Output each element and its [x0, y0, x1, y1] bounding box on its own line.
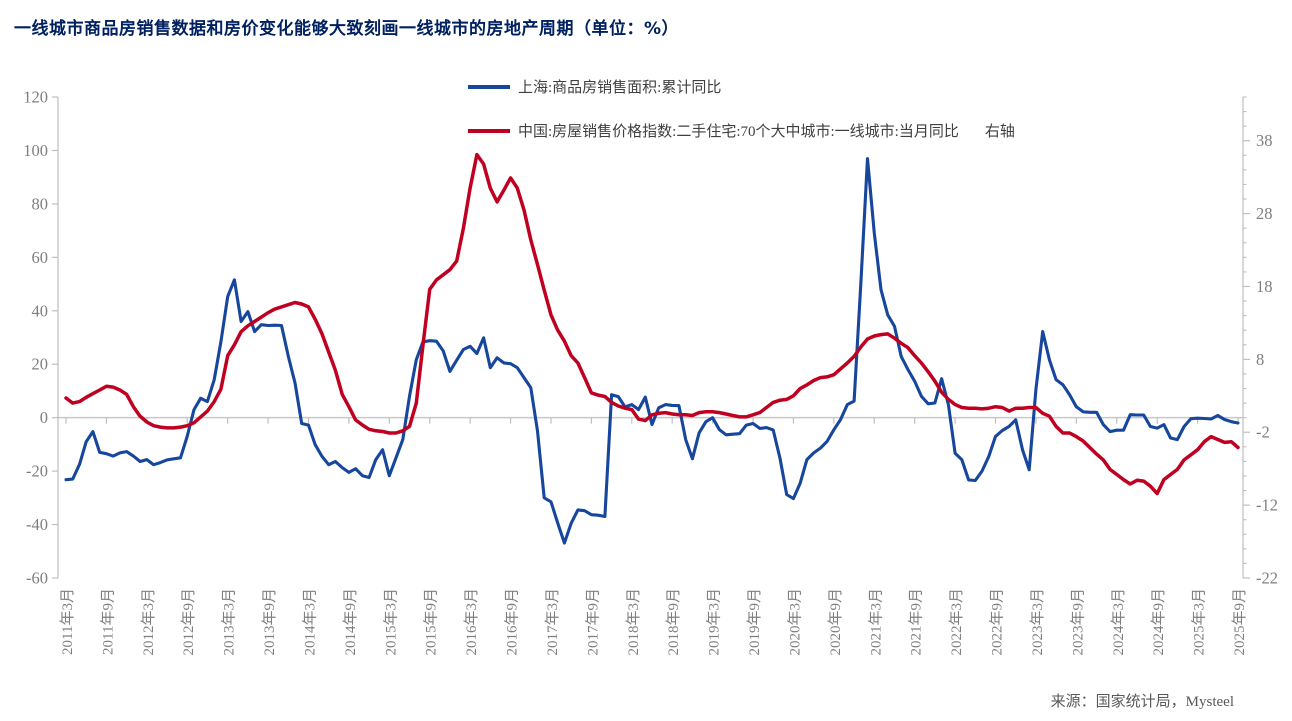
chart-title: 一线城市商品房销售数据和房价变化能够大致刻画一线城市的房地产周期（单位：%）	[14, 19, 680, 39]
x-axis-label: 2023年3月	[1029, 588, 1046, 656]
right-axis-label: 38	[1256, 131, 1273, 150]
x-axis-label: 2016年3月	[463, 588, 480, 656]
x-axis-label: 2020年3月	[786, 588, 803, 656]
series-line-shanghai-sales-area	[64, 157, 1240, 545]
legend-item-price-index: 中国:房屋销售价格指数:二手住宅:70个大中城市:一线城市:当月同比 右轴	[468, 120, 1015, 141]
left-axis-label: 120	[23, 88, 48, 107]
legend-label-shanghai-sales: 上海:商品房销售面积:累计同比	[518, 80, 722, 96]
right-axis-label: -22	[1256, 569, 1278, 588]
x-axis-label: 2011年3月	[59, 588, 76, 655]
left-axis-label: 0	[40, 408, 48, 427]
x-axis-label: 2020年9月	[827, 588, 844, 656]
left-axis-label: -40	[26, 515, 48, 534]
x-axis-label: 2013年3月	[221, 588, 238, 656]
right-axis-label: -12	[1256, 496, 1278, 515]
x-axis-label: 2012年3月	[140, 588, 157, 656]
x-axis-label: 2021年3月	[867, 588, 884, 656]
x-axis-label: 2019年9月	[746, 588, 763, 656]
right-axis-label: -2	[1256, 423, 1270, 442]
x-axis-label: 2018年9月	[665, 588, 682, 656]
series-line-first-tier-secondhand-price-index	[64, 152, 1240, 496]
left-axis-label: 80	[32, 194, 49, 213]
x-axis-label: 2021年9月	[908, 588, 925, 656]
source-note: 来源：国家统计局，Mysteel	[1050, 694, 1234, 710]
legend-item-shanghai-sales: 上海:商品房销售面积:累计同比	[468, 76, 721, 97]
x-axis-label: 2012年9月	[180, 588, 197, 656]
left-axis-label: 40	[32, 301, 49, 320]
x-axis-label: 2022年9月	[989, 588, 1006, 656]
legend-line-swatch-red	[468, 128, 510, 133]
x-axis-label: 2023年9月	[1069, 588, 1086, 656]
left-axis-label: 20	[32, 355, 49, 374]
legend-line-swatch-blue	[468, 84, 510, 89]
right-axis-label: 28	[1256, 204, 1273, 223]
x-axis-label: 2011年9月	[99, 588, 116, 655]
x-axis-label: 2022年3月	[948, 588, 965, 656]
left-axis-label: 60	[32, 248, 49, 267]
x-axis-label: 2024年3月	[1110, 588, 1127, 656]
left-axis-label: -20	[26, 462, 48, 481]
x-axis-label: 2013年9月	[261, 588, 278, 656]
x-axis-label: 2024年9月	[1150, 588, 1167, 656]
x-axis-label: 2014年9月	[342, 588, 359, 656]
x-axis-label: 2025年9月	[1231, 588, 1248, 656]
x-axis-label: 2015年9月	[423, 588, 440, 656]
x-axis-label: 2018年3月	[625, 588, 642, 656]
left-axis-label: -60	[26, 569, 48, 588]
left-axis-label: 100	[23, 141, 48, 160]
right-axis-label: 8	[1256, 350, 1264, 369]
x-axis-label: 2015年3月	[382, 588, 399, 656]
legend-right-axis-note: 右轴	[984, 124, 1015, 140]
x-axis-label: 2016年9月	[504, 588, 521, 656]
x-axis-label: 2017年9月	[584, 588, 601, 656]
x-axis-label: 2014年3月	[301, 588, 318, 656]
right-axis-label: 18	[1256, 277, 1273, 296]
x-axis-label: 2017年3月	[544, 588, 561, 656]
legend-label-price-index: 中国:房屋销售价格指数:二手住宅:70个大中城市:一线城市:当月同比	[518, 124, 959, 140]
x-axis-label: 2019年3月	[706, 588, 723, 656]
x-axis-label: 2025年3月	[1191, 588, 1208, 656]
